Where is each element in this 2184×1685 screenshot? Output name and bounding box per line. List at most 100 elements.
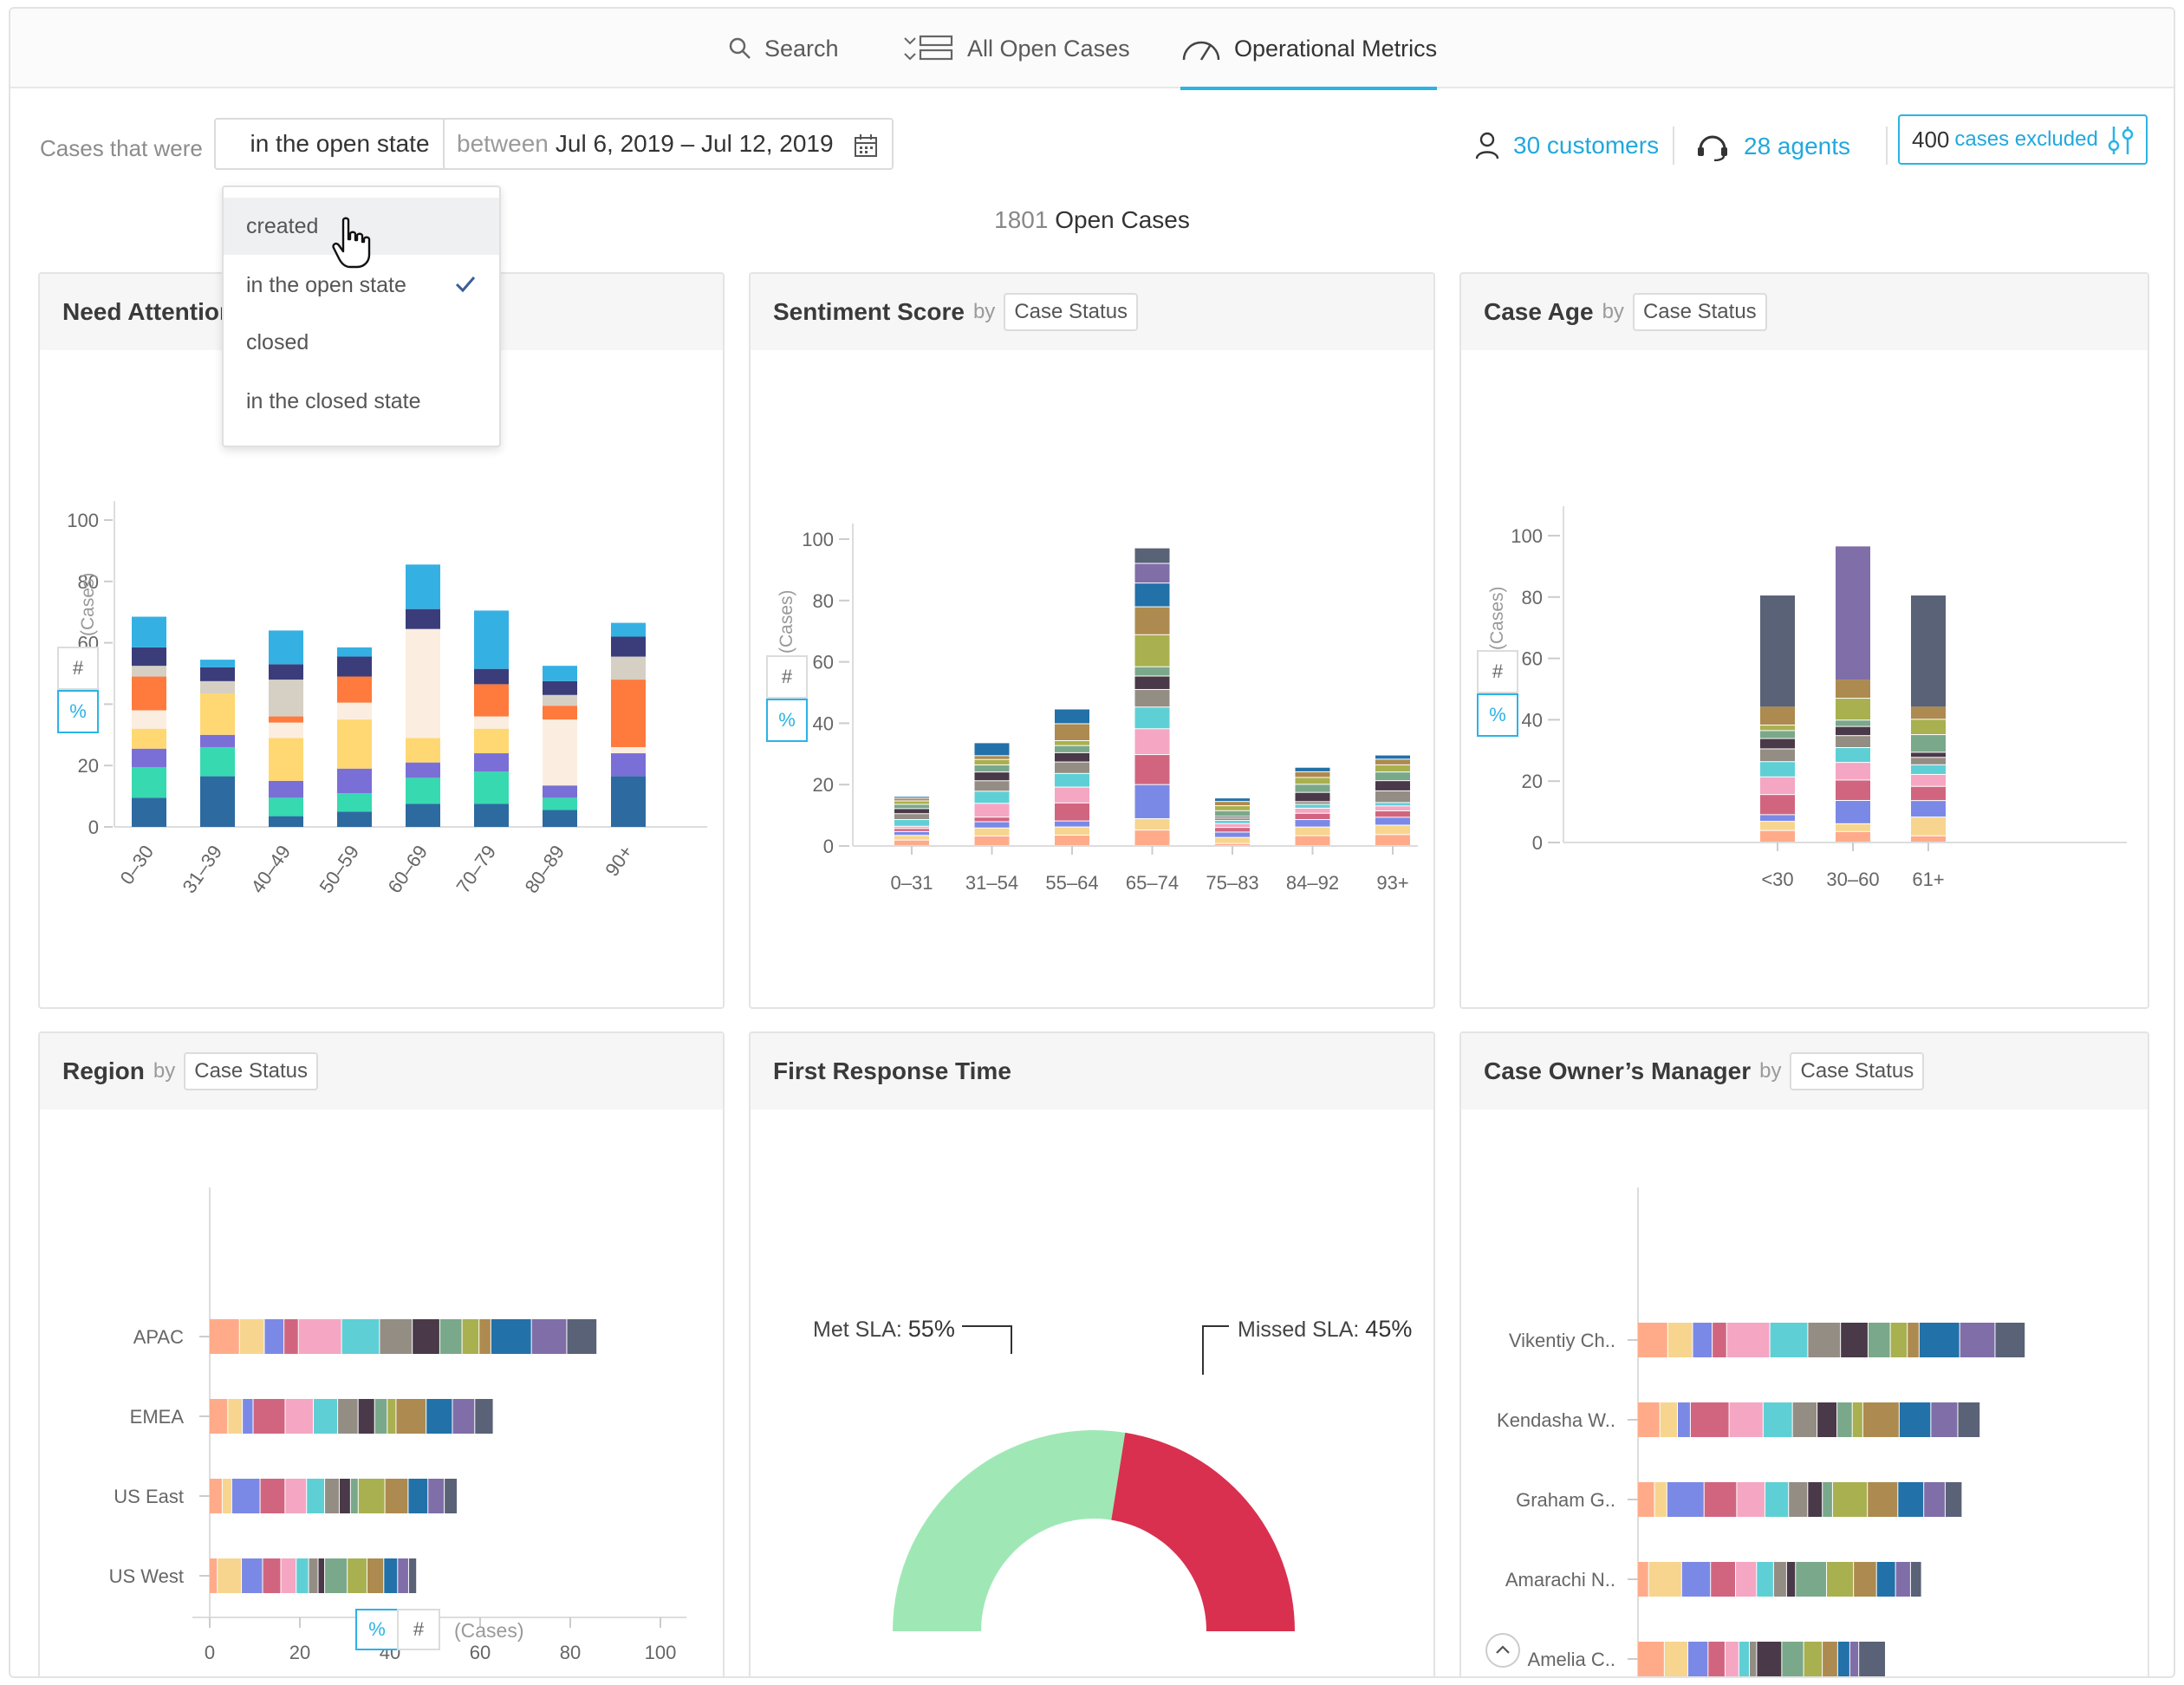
bar-segment [341,1319,380,1354]
count-toggle[interactable]: # [397,1609,440,1650]
bar-segment [1678,1402,1690,1437]
tab-operational-metrics-label: Operational Metrics [1234,35,1438,62]
bar-segment [1919,1323,1960,1357]
x-tick-label: 31–54 [965,872,1018,894]
bar-segment [1667,1323,1693,1357]
bar-segment [1295,813,1330,820]
option-label: in the open state [246,272,406,297]
date-range-value: Jul 6, 2019 – Jul 12, 2019 [555,130,834,157]
dropdown-option-closed-state[interactable]: in the closed state [224,373,499,430]
bar-segment [1773,1562,1786,1597]
bar-segment [325,1479,339,1513]
y-tick-label: 100 [67,510,99,531]
customers-filter[interactable]: 30 customers [1475,132,1659,159]
bar-segment [296,1558,309,1593]
tab-search[interactable]: Search [728,9,839,88]
bar-segment [1375,817,1410,825]
bar-segment [337,647,372,657]
bar-segment [350,1479,358,1513]
missed-sla-value: 45% [1365,1316,1413,1342]
bar-segment [337,719,372,769]
bar-segment [243,1399,253,1434]
bar-segment [474,728,509,754]
x-tick-label: 80 [560,1642,581,1663]
bar-segment [222,1479,231,1513]
y-tick-label: 40 [1522,709,1543,731]
x-tick-label: 55–64 [1045,872,1098,894]
divider [1886,127,1888,165]
bar-segment [974,817,1010,822]
tab-operational-metrics[interactable]: Operational Metrics [1180,9,1438,90]
y-tick-label: Vikentiy Ch.. [1509,1330,1615,1351]
bar-segment [1836,726,1870,736]
x-tick-label: 50–59 [315,842,364,897]
bar-segment [1375,772,1410,781]
count-toggle[interactable]: # [57,647,99,690]
bar-segment [1134,755,1170,784]
bar-segment [260,1479,285,1513]
y-tick-label: 20 [78,755,99,777]
count-toggle[interactable]: # [766,655,808,699]
bar-segment [1215,802,1250,806]
bar-segment [1375,825,1410,835]
tab-all-open-cases[interactable]: All Open Cases [903,9,1130,88]
percent-toggle[interactable]: % [355,1609,399,1650]
dropdown-option-open-state[interactable]: in the open state [224,257,499,314]
case-state-select[interactable]: in the open state [214,118,465,170]
panel-title: Need Attention [62,298,235,325]
percent-toggle[interactable]: % [766,699,808,742]
y-tick-label: 40 [813,712,834,734]
bar-segment [974,781,1010,791]
excluded-cases-button[interactable]: 400 cases excluded [1898,114,2148,165]
bar-segment [1837,1402,1852,1437]
group-by-chip[interactable]: Case Status [1004,293,1139,331]
bar-segment [200,693,235,735]
bar-segment [1638,1562,1648,1597]
bar-segment [1375,810,1410,817]
bar-segment [1737,1482,1765,1517]
bar-segment [269,780,303,798]
y-tick-label: 80 [813,590,834,612]
agents-filter[interactable]: 28 agents [1695,132,1850,161]
bar-segment [1836,720,1870,726]
bar-segment [611,622,646,637]
scroll-up-button[interactable] [1485,1633,1520,1668]
bar-segment [1911,719,1946,735]
bar-segment [974,828,1010,836]
bar-segment [132,710,166,729]
group-by-chip[interactable]: Case Status [184,1052,318,1090]
bar-segment [325,1558,348,1593]
group-by-chip[interactable]: Case Status [1632,293,1767,331]
y-tick-label: 80 [1522,587,1543,608]
bar-segment [1763,1402,1792,1437]
group-by-chip[interactable]: Case Status [1790,1052,1925,1090]
percent-toggle[interactable]: % [57,690,99,733]
dropdown-option-closed[interactable]: closed [224,314,499,371]
first-response-time-gauge [893,1325,1295,1631]
x-tick-label: 40–49 [247,842,296,897]
x-tick-label: 60 [470,1642,491,1663]
bar-segment [611,746,646,754]
bar-segment [1295,767,1330,771]
percent-toggle[interactable]: % [1477,693,1518,737]
bar-segment [474,610,509,669]
date-range-picker[interactable]: between Jul 6, 2019 – Jul 12, 2019 [443,118,894,170]
bar-segment [974,756,1010,759]
bar-segment [1862,1402,1899,1437]
bar-segment [1055,745,1089,752]
count-toggle[interactable]: # [1477,650,1518,693]
bar-segment [611,680,646,747]
bar-segment [132,616,166,647]
bar-segment [242,1558,263,1593]
bar-segment [337,793,372,812]
panel-title: Case Owner’s Manager [1484,1057,1752,1084]
bar-segment [1134,819,1170,830]
bar-segment [1911,774,1946,786]
bar-segment [1760,795,1795,815]
bar-segment [1667,1482,1704,1517]
bar-segment [1215,798,1250,802]
bar-segment [1134,607,1170,634]
bar-segment [1786,1562,1796,1597]
bar-segment [474,668,509,685]
